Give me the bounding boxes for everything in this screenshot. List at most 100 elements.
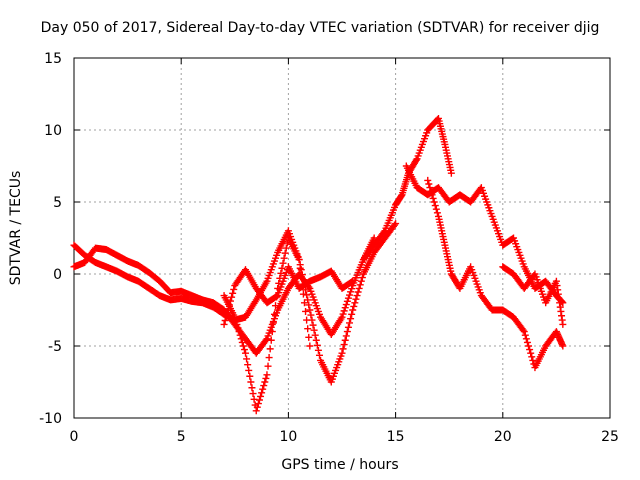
- data-point: [238, 338, 246, 346]
- data-point: [265, 354, 273, 362]
- data-point: [347, 288, 355, 296]
- data-point: [528, 353, 536, 361]
- data-point: [264, 362, 272, 370]
- data-point: [303, 291, 311, 299]
- data-point: [307, 311, 315, 319]
- data-point: [273, 292, 281, 300]
- data-point: [358, 274, 366, 282]
- data-point: [295, 256, 303, 264]
- data-point: [247, 378, 255, 386]
- data-point: [522, 335, 530, 343]
- data-point: [346, 291, 354, 299]
- data-point: [310, 326, 318, 334]
- data-point: [239, 342, 247, 350]
- data-point: [351, 299, 359, 307]
- data-point: [344, 323, 352, 331]
- data-point: [244, 361, 252, 369]
- data-point: [433, 209, 441, 217]
- data-point: [340, 307, 348, 315]
- data-point: [354, 288, 362, 296]
- data-point: [529, 356, 537, 364]
- data-point: [257, 392, 265, 400]
- data-point: [343, 328, 351, 336]
- data-point: [269, 319, 277, 327]
- data-point: [258, 389, 266, 397]
- data-point: [315, 351, 323, 359]
- data-point: [281, 249, 289, 257]
- data-point: [559, 342, 567, 350]
- data-point: [233, 320, 241, 328]
- y-axis-label: SDTVAR / TECUs: [8, 170, 24, 286]
- y-tick-label: 0: [53, 267, 62, 283]
- y-tick-label: 5: [53, 195, 62, 211]
- data-point: [221, 317, 229, 325]
- data-point: [260, 382, 268, 390]
- data-point: [412, 156, 420, 164]
- y-tick-label: -10: [39, 411, 62, 427]
- y-tick-label: 15: [44, 51, 62, 67]
- data-point: [308, 316, 316, 324]
- data-point: [302, 307, 310, 315]
- data-point: [227, 297, 235, 305]
- data-point: [392, 220, 400, 228]
- x-tick-label: 5: [177, 429, 186, 445]
- x-tick-label: 15: [387, 429, 405, 445]
- data-point: [237, 335, 245, 343]
- data-point: [249, 390, 257, 398]
- y-tick-label: -5: [48, 339, 62, 355]
- data-point: [305, 301, 313, 309]
- data-point: [312, 336, 320, 344]
- data-point: [222, 313, 230, 321]
- data-point: [519, 326, 527, 334]
- data-point: [272, 302, 280, 310]
- x-tick-label: 25: [601, 429, 619, 445]
- x-tick-label: 10: [279, 429, 297, 445]
- plot-border: [73, 57, 611, 419]
- data-point: [340, 341, 348, 349]
- data-point: [338, 313, 346, 321]
- data-point: [263, 371, 271, 379]
- data-point: [262, 374, 270, 382]
- data-point: [349, 277, 357, 285]
- data-point: [252, 407, 260, 415]
- data-point: [253, 403, 261, 411]
- data-point: [348, 285, 356, 293]
- data-point: [231, 313, 239, 321]
- data-point: [296, 261, 304, 269]
- data-point: [342, 332, 350, 340]
- data-point: [277, 269, 285, 277]
- grid: [74, 58, 610, 418]
- data-point: [242, 349, 250, 357]
- data-point: [355, 284, 363, 292]
- data-point: [309, 321, 317, 329]
- data-point: [349, 306, 357, 314]
- data-point: [521, 331, 529, 339]
- data-point: [304, 296, 312, 304]
- data-point: [338, 349, 346, 357]
- data-point: [279, 259, 287, 267]
- data-point: [520, 328, 528, 336]
- x-axis-label: GPS time / hours: [281, 457, 399, 473]
- data-point: [424, 176, 432, 184]
- data-point: [275, 279, 283, 287]
- data-point: [429, 194, 437, 202]
- data-point: [250, 395, 258, 403]
- data-point: [230, 285, 238, 293]
- data-point: [426, 184, 434, 192]
- data-point: [297, 266, 305, 274]
- data-point: [348, 278, 356, 286]
- data-point: [220, 320, 228, 328]
- data-point: [526, 346, 534, 354]
- data-point: [339, 345, 347, 353]
- data-point: [339, 310, 347, 318]
- data-point: [425, 180, 433, 188]
- data-point: [243, 355, 251, 363]
- data-point: [278, 264, 286, 272]
- data-point: [234, 324, 242, 332]
- data-point: [304, 325, 312, 333]
- data-point: [228, 293, 236, 301]
- data-point: [344, 294, 352, 302]
- y-tick-label: 10: [44, 123, 62, 139]
- data-point: [311, 331, 319, 339]
